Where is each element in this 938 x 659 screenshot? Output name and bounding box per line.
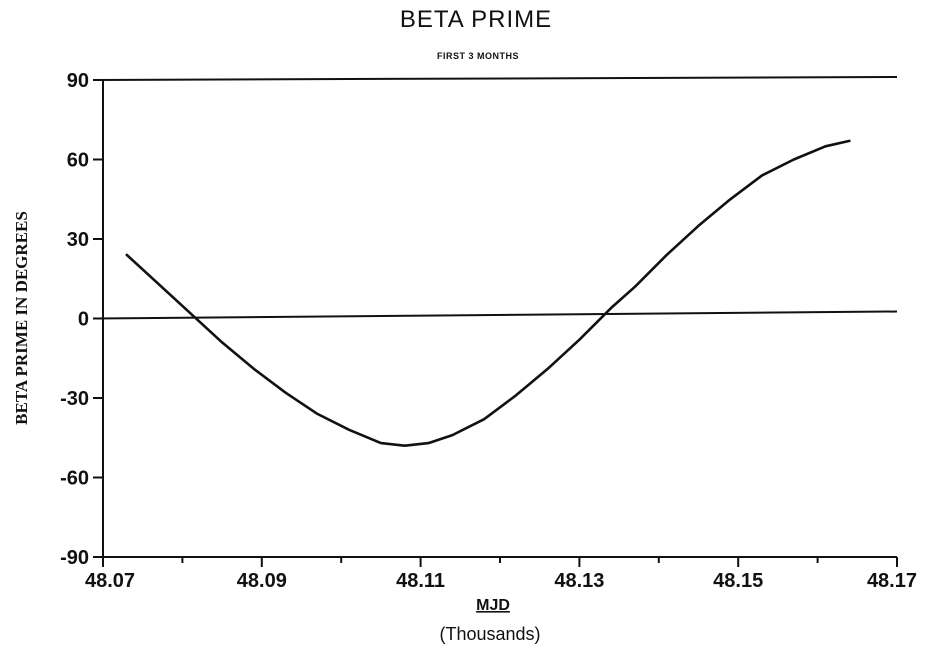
zero-line bbox=[92, 310, 898, 320]
chart-subtitle: FIRST 3 MONTHS bbox=[437, 51, 519, 61]
x-axis-label: MJD bbox=[476, 597, 510, 614]
series-line bbox=[125, 139, 851, 447]
chart-title: BETA PRIME bbox=[400, 6, 552, 33]
y-tick-label: -30 bbox=[60, 388, 89, 410]
x-axis-unit-label: (Thousands) bbox=[439, 624, 540, 644]
x-tick-label: 48.07 bbox=[85, 570, 135, 592]
x-tick-label: 48.15 bbox=[713, 570, 763, 592]
x-tick-label: 48.09 bbox=[237, 570, 287, 592]
zero-reference bbox=[92, 310, 898, 320]
y-tick-label: -90 bbox=[60, 547, 89, 569]
y-tick-label: 0 bbox=[78, 309, 89, 331]
x-tick-label: 48.17 bbox=[867, 570, 917, 592]
y-tick-label: 60 bbox=[67, 150, 89, 172]
y-axis-label: BETA PRIME IN DEGREES bbox=[12, 211, 31, 425]
y-tick-label: 90 bbox=[67, 70, 89, 92]
x-tick-label: 48.13 bbox=[554, 570, 604, 592]
y-tick-label: -60 bbox=[60, 468, 89, 490]
y-axis-ticks: 90 60 30 0 -30 -60 -90 bbox=[60, 70, 103, 569]
x-tick-label: 48.11 bbox=[396, 570, 445, 592]
data-series bbox=[125, 139, 851, 447]
x-axis-ticks: 48.07 48.09 48.11 48.13 48.15 48.17 bbox=[85, 557, 917, 592]
y-tick-label: 30 bbox=[67, 229, 89, 251]
plot-top-border bbox=[92, 76, 898, 81]
